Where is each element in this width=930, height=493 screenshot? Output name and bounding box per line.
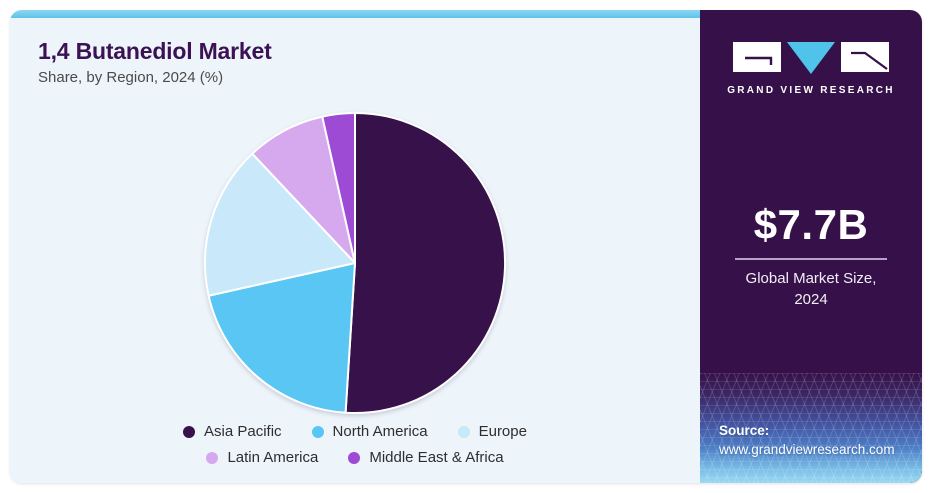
market-size-stat: $7.7B Global Market Size, 2024: [700, 201, 922, 310]
legend-row-2: Latin America Middle East & Africa: [191, 445, 518, 470]
legend-item-north-america: North America: [311, 419, 428, 444]
legend-dot-europe: [457, 425, 470, 438]
chart-title: 1,4 Butanediol Market: [38, 38, 272, 64]
legend-item-middle-east-africa: Middle East & Africa: [348, 445, 504, 470]
market-size-label-line2: 2024: [794, 291, 828, 308]
chart-panel: 1,4 Butanediol Market Share, by Region, …: [10, 10, 700, 483]
source-block: Source: www.grandviewresearch.com: [719, 423, 895, 457]
legend-dot-north-america: [311, 425, 324, 438]
logo-r-glyph: [851, 51, 888, 70]
logo-g-glyph: [745, 56, 773, 65]
logo-v-triangle-icon: [787, 42, 835, 74]
legend-dot-middle-east-africa: [348, 451, 361, 464]
stat-divider: [735, 258, 887, 260]
chart-subtitle: Share, by Region, 2024 (%): [38, 69, 224, 86]
report-card: 1,4 Butanediol Market Share, by Region, …: [10, 10, 922, 483]
pie-slice-middle-east-africa: [321, 112, 356, 264]
market-size-value: $7.7B: [753, 201, 869, 248]
accent-bar: [10, 10, 700, 18]
legend-item-asia-pacific: Asia Pacific: [183, 419, 282, 444]
pie-slice-north-america: [207, 262, 356, 414]
legend-item-latin-america: Latin America: [206, 445, 318, 470]
source-url: www.grandviewresearch.com: [719, 442, 895, 457]
mesh-graphic: Source: www.grandviewresearch.com: [700, 373, 922, 483]
legend-dot-asia-pacific: [183, 425, 196, 438]
legend-label-north-america: North America: [332, 423, 428, 440]
gvr-logo-text: GRAND VIEW RESEARCH: [727, 85, 895, 96]
pie-chart: [201, 109, 509, 417]
source-label: Source:: [719, 423, 770, 438]
legend-item-europe: Europe: [457, 419, 527, 444]
brand-sidebar: GRAND VIEW RESEARCH $7.7B Global Market …: [700, 10, 922, 483]
market-size-label-line1: Global Market Size,: [745, 270, 877, 287]
market-size-label: Global Market Size, 2024: [700, 268, 922, 310]
gvr-logo: GRAND VIEW RESEARCH: [700, 38, 922, 96]
gvr-logo-mark-icon: [733, 42, 889, 74]
chart-legend: Asia Pacific North America Europe Latin Ame…: [10, 419, 700, 470]
logo-r-box: [841, 42, 889, 72]
legend-label-asia-pacific: Asia Pacific: [204, 423, 282, 440]
legend-label-middle-east-africa: Middle East & Africa: [369, 449, 504, 466]
legend-dot-latin-america: [206, 451, 219, 464]
pie-chart-svg: [204, 112, 506, 414]
legend-label-latin-america: Latin America: [227, 449, 319, 466]
pie-slice-europe: [204, 152, 356, 297]
legend-row-1: Asia Pacific North America Europe: [168, 419, 542, 444]
pie-slice-asia-pacific: [344, 112, 506, 414]
legend-label-europe: Europe: [478, 423, 527, 440]
chart-header: 1,4 Butanediol Market Share, by Region, …: [10, 10, 700, 86]
